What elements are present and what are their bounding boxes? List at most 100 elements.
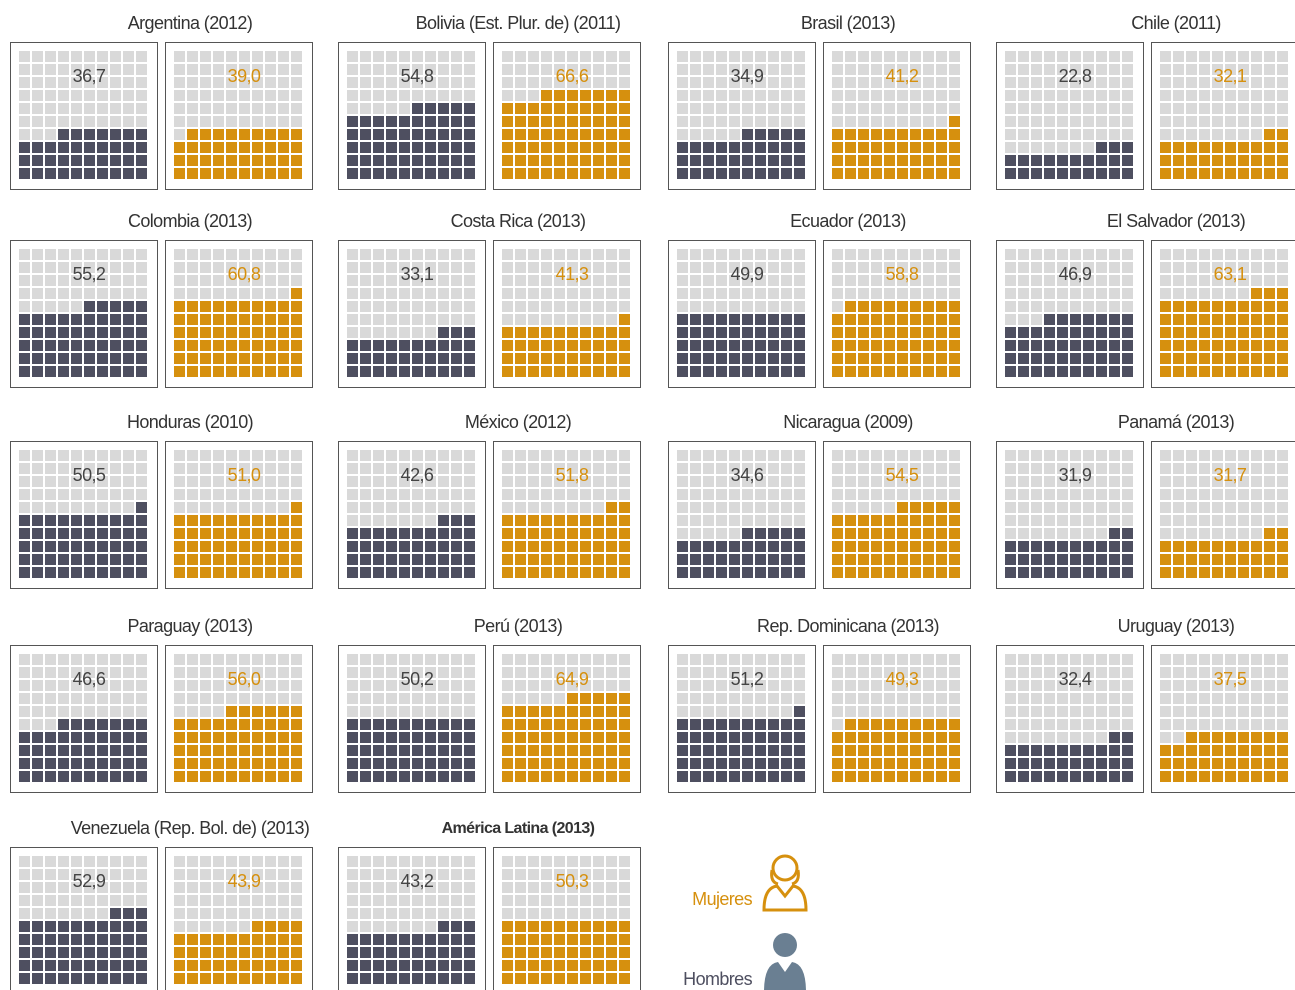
cell-empty bbox=[200, 693, 211, 704]
cell-empty bbox=[464, 301, 475, 312]
cell-empty bbox=[1173, 262, 1184, 273]
cell-filled bbox=[58, 934, 69, 945]
cell-empty bbox=[123, 706, 134, 717]
cell-filled bbox=[832, 155, 843, 166]
cell-empty bbox=[174, 51, 185, 62]
cell-empty bbox=[19, 103, 30, 114]
cell-empty bbox=[567, 654, 578, 665]
cell-filled bbox=[502, 515, 513, 526]
cell-filled bbox=[606, 116, 617, 127]
cell-empty bbox=[1173, 706, 1184, 717]
cell-empty bbox=[1186, 463, 1197, 474]
cell-empty bbox=[226, 116, 237, 127]
cell-empty bbox=[1264, 249, 1275, 260]
cell-filled bbox=[438, 528, 449, 539]
cell-filled bbox=[554, 90, 565, 101]
cell-filled bbox=[213, 528, 224, 539]
cell-filled bbox=[360, 353, 371, 364]
cell-filled bbox=[252, 719, 263, 730]
cell-empty bbox=[554, 667, 565, 678]
cell-filled bbox=[45, 353, 56, 364]
cell-filled bbox=[742, 168, 753, 179]
value-label: 32,4 bbox=[1059, 669, 1092, 689]
cell-filled bbox=[438, 934, 449, 945]
cell-filled bbox=[425, 758, 436, 769]
cell-empty bbox=[1018, 288, 1029, 299]
cell-empty bbox=[252, 64, 263, 75]
cell-empty bbox=[923, 489, 934, 500]
cell-filled bbox=[174, 567, 185, 578]
cell-empty bbox=[619, 489, 630, 500]
cell-filled bbox=[923, 567, 934, 578]
cell-empty bbox=[1070, 463, 1081, 474]
cell-filled bbox=[1044, 554, 1055, 565]
cell-empty bbox=[1057, 463, 1068, 474]
cell-empty bbox=[1212, 77, 1223, 88]
cell-empty bbox=[213, 51, 224, 62]
cell-filled bbox=[58, 921, 69, 932]
cell-empty bbox=[1057, 249, 1068, 260]
cell-filled bbox=[794, 528, 805, 539]
cell-empty bbox=[252, 262, 263, 273]
cell-filled bbox=[1160, 541, 1171, 552]
cell-empty bbox=[84, 77, 95, 88]
cell-filled bbox=[1005, 771, 1016, 782]
cell-empty bbox=[515, 450, 526, 461]
cell-empty bbox=[386, 476, 397, 487]
cell-empty bbox=[742, 249, 753, 260]
cell-filled bbox=[386, 973, 397, 984]
cell-filled bbox=[110, 366, 121, 377]
cell-filled bbox=[425, 973, 436, 984]
cell-empty bbox=[19, 450, 30, 461]
cell-filled bbox=[949, 719, 960, 730]
cell-empty bbox=[742, 301, 753, 312]
cell-empty bbox=[1251, 249, 1262, 260]
cell-empty bbox=[936, 116, 947, 127]
cell-filled bbox=[291, 719, 302, 730]
cell-empty bbox=[1199, 680, 1210, 691]
cell-empty bbox=[554, 908, 565, 919]
cell-filled bbox=[619, 771, 630, 782]
cell-empty bbox=[97, 288, 108, 299]
cell-filled bbox=[278, 528, 289, 539]
cell-empty bbox=[677, 77, 688, 88]
cell-empty bbox=[567, 463, 578, 474]
cell-filled bbox=[213, 973, 224, 984]
cell-empty bbox=[136, 103, 147, 114]
cell-filled bbox=[252, 732, 263, 743]
cell-empty bbox=[729, 667, 740, 678]
cell-filled bbox=[716, 541, 727, 552]
waffle bbox=[502, 450, 630, 578]
cell-empty bbox=[425, 288, 436, 299]
cell-empty bbox=[464, 882, 475, 893]
cell-filled bbox=[399, 129, 410, 140]
cell-filled bbox=[580, 353, 591, 364]
cell-empty bbox=[136, 882, 147, 893]
cell-empty bbox=[239, 288, 250, 299]
cell-filled bbox=[32, 771, 43, 782]
cell-empty bbox=[1186, 476, 1197, 487]
cell-empty bbox=[515, 908, 526, 919]
cell-filled bbox=[187, 528, 198, 539]
cell-empty bbox=[502, 502, 513, 513]
cell-filled bbox=[1018, 353, 1029, 364]
cell-filled bbox=[781, 168, 792, 179]
cell-empty bbox=[729, 288, 740, 299]
cell-filled bbox=[347, 973, 358, 984]
cell-filled bbox=[703, 340, 714, 351]
cell-empty bbox=[1264, 706, 1275, 717]
cell-filled bbox=[690, 745, 701, 756]
cell-empty bbox=[425, 463, 436, 474]
cell-empty bbox=[554, 654, 565, 665]
cell-empty bbox=[19, 116, 30, 127]
cell-empty bbox=[871, 249, 882, 260]
cell-empty bbox=[871, 693, 882, 704]
cell-filled bbox=[84, 168, 95, 179]
cell-filled bbox=[690, 541, 701, 552]
cell-filled bbox=[593, 758, 604, 769]
cell-empty bbox=[45, 489, 56, 500]
cell-empty bbox=[1186, 262, 1197, 273]
cell-filled bbox=[45, 921, 56, 932]
cell-empty bbox=[187, 895, 198, 906]
cell-empty bbox=[1225, 515, 1236, 526]
